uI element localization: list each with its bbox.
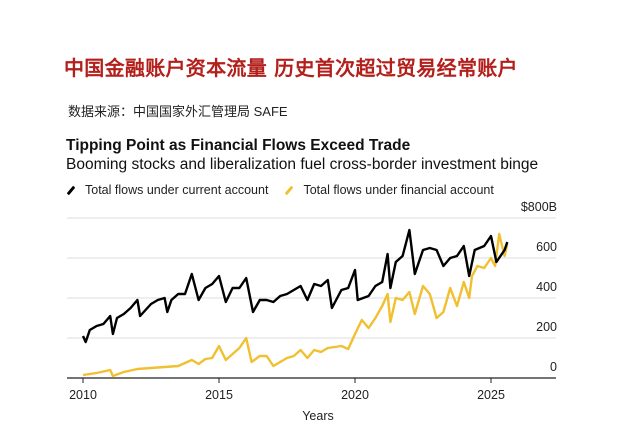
y-tick-label: 200 [536, 320, 557, 334]
chart-subtitle: Booming stocks and liberalization fuel c… [66, 156, 539, 173]
chart-title: Tipping Point as Financial Flows Exceed … [66, 137, 411, 154]
headline: 中国金融账户资本流量 历史首次超过贸易经常账户 [64, 56, 518, 80]
y-tick-label: 0 [550, 360, 557, 374]
y-tick-label: $800B [521, 200, 557, 214]
x-tick-label: 2010 [69, 388, 97, 402]
x-tick-label: 2020 [341, 388, 369, 402]
y-tick-label: 600 [536, 240, 557, 254]
legend-current-label: Total flows under current account [85, 183, 269, 197]
legend-financial-label: Total flows under financial account [303, 183, 494, 197]
series-financial-account-line [82, 232, 509, 378]
source-note: 数据来源：中国国家外汇管理局 SAFE [68, 104, 288, 119]
x-tick-label: 2015 [205, 388, 233, 402]
legend: Total flows under current account Total … [66, 183, 494, 197]
x-tick-label: 2025 [477, 388, 505, 402]
x-axis-label: Years [302, 409, 334, 423]
y-tick-label: 400 [536, 280, 557, 294]
series-current-account-line [81, 228, 509, 344]
